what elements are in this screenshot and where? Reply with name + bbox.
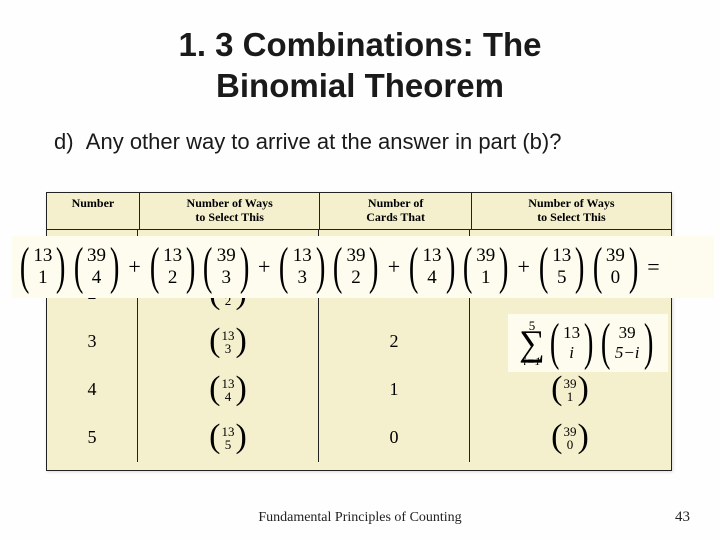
- th-cards-that: Number ofCards That: [319, 193, 470, 229]
- cell-binom: (134): [137, 366, 318, 414]
- binom-term: (391): [459, 245, 513, 289]
- equals-sign: =: [642, 254, 664, 280]
- th-number: Number: [47, 193, 139, 229]
- cell-cards: 2: [318, 318, 469, 366]
- cell-binom: (133): [137, 318, 318, 366]
- cell-binom2: (391): [469, 366, 670, 414]
- cell-binom2: (390): [469, 414, 670, 462]
- binom-term: (390): [589, 245, 643, 289]
- sigma-summary: 5 ∑ i=1 (13i) (395−i): [508, 314, 668, 372]
- binom-term: (132): [146, 245, 200, 289]
- slide: 1. 3 Combinations: The Binomial Theorem …: [0, 0, 720, 540]
- question-text: Any other way to arrive at the answer in…: [86, 129, 562, 154]
- binom-term: (135): [535, 245, 589, 289]
- footer-text: Fundamental Principles of Counting: [0, 510, 720, 526]
- plus-sign: +: [253, 254, 275, 280]
- sigma-binom-1: (13i): [546, 321, 598, 365]
- binom-term: (133): [275, 245, 329, 289]
- plus-sign: +: [513, 254, 535, 280]
- binom-term: (393): [199, 245, 253, 289]
- question-line: d) Any other way to arrive at the answer…: [54, 129, 720, 155]
- cell-cards: 0: [318, 414, 469, 462]
- question-label: d): [54, 129, 74, 154]
- page-number: 43: [675, 509, 690, 526]
- table-row: 5 (135) 0 (390): [47, 414, 671, 462]
- cell-n: 3: [47, 318, 137, 366]
- title-line-1: 1. 3 Combinations: The: [178, 26, 541, 63]
- slide-title: 1. 3 Combinations: The Binomial Theorem: [0, 0, 720, 107]
- table-row: 4 (134) 1 (391): [47, 366, 671, 414]
- cell-n: 4: [47, 366, 137, 414]
- binom-term: (131): [16, 245, 70, 289]
- binom-term: (392): [329, 245, 383, 289]
- title-line-2: Binomial Theorem: [216, 67, 504, 104]
- th-ways-select: Number of Waysto Select This: [139, 193, 320, 229]
- plus-sign: +: [123, 254, 145, 280]
- cell-cards: 1: [318, 366, 469, 414]
- sigma-binom-2: (395−i): [597, 321, 656, 365]
- binom-term: (134): [405, 245, 459, 289]
- cell-n: 5: [47, 414, 137, 462]
- table-header-row: Number Number of Waysto Select This Numb…: [47, 193, 671, 230]
- cell-binom: (135): [137, 414, 318, 462]
- binom-term: (394): [70, 245, 124, 289]
- sigma-symbol: 5 ∑ i=1: [519, 320, 545, 366]
- th-ways-select-2: Number of Waysto Select This: [471, 193, 671, 229]
- expansion-formula: (131)(394)+(132)(393)+(133)(392)+(134)(3…: [12, 236, 714, 298]
- plus-sign: +: [383, 254, 405, 280]
